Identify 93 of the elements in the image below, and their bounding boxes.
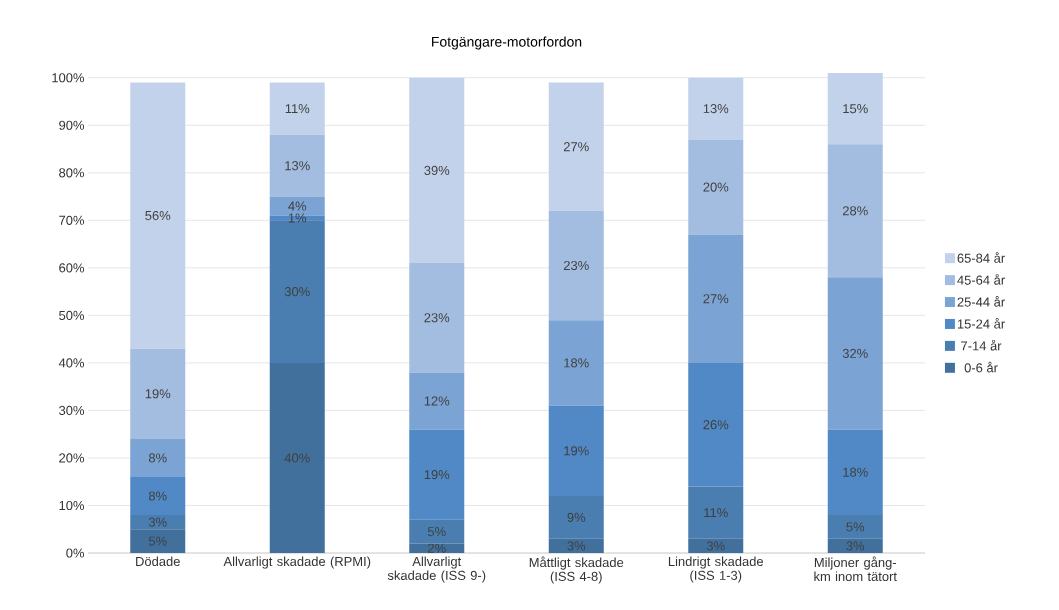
data-label: 27% (703, 294, 729, 304)
bar (130, 82, 186, 349)
data-label: 5% (148, 536, 167, 546)
x-tick-label: Miljoner gång-km inom tätort (814, 556, 897, 582)
data-label: 8% (148, 491, 167, 501)
y-tick-label: 80% (59, 168, 85, 178)
data-label: 12% (424, 396, 450, 406)
bar (688, 77, 744, 140)
data-label: 19% (145, 389, 171, 399)
y-tick-label: 30% (59, 405, 85, 416)
data-label: 27% (563, 142, 589, 152)
data-label: 11% (285, 104, 310, 114)
legend-label: 25-44 år (957, 296, 1005, 307)
data-label: 23% (563, 260, 589, 271)
bar (409, 543, 465, 553)
y-tick-label: 0% (66, 548, 85, 558)
data-label: 4% (288, 201, 307, 211)
data-label: 3% (567, 541, 586, 551)
bar (130, 476, 186, 515)
bar (548, 495, 604, 539)
data-label: 1% (288, 213, 307, 223)
data-label: 11% (704, 508, 728, 518)
bar (548, 538, 604, 553)
data-label: 56% (145, 210, 171, 221)
bar (688, 362, 744, 487)
data-label: 39% (424, 165, 450, 176)
data-label: 18% (564, 358, 589, 368)
y-tick-label: 50% (59, 310, 85, 320)
legend-label: 15-24 år (957, 317, 1005, 329)
bar (827, 144, 883, 278)
data-label: 23% (424, 313, 450, 323)
bar (827, 538, 883, 553)
y-tick-label: 60% (59, 263, 85, 273)
data-label: 13% (703, 104, 729, 114)
data-label: 3% (706, 541, 725, 551)
bar (269, 82, 325, 135)
y-tick-label: 40% (58, 358, 85, 368)
bar (688, 234, 744, 363)
bar (130, 529, 186, 553)
chart-title: Fotgängare-motorfordon (432, 36, 582, 50)
data-label: 32% (842, 348, 868, 358)
data-label: 19% (424, 470, 450, 480)
bar (409, 519, 465, 544)
bar (269, 362, 325, 553)
y-tick-label: 100% (52, 73, 85, 83)
bar (130, 348, 186, 439)
data-label: 15% (843, 104, 868, 114)
data-label: 30% (284, 287, 310, 297)
bar (548, 82, 604, 211)
data-label: 19% (564, 446, 589, 456)
x-tick-label: Allvarligt skadade (ISS 9-) (387, 556, 486, 583)
y-tick-label: 10% (59, 500, 85, 511)
y-tick-label: 20% (59, 453, 85, 463)
data-label: 8% (148, 453, 167, 463)
bar (409, 372, 465, 430)
bar (688, 486, 744, 539)
data-label: 2% (428, 543, 446, 553)
bar (688, 139, 744, 235)
legend-label: 0-6 år (964, 361, 998, 373)
data-label: 5% (427, 527, 446, 537)
x-tick-label: Lindrigt skadade (ISS 1-3) (668, 556, 764, 583)
legend-label: 65-84 år (957, 252, 1005, 263)
bar (269, 134, 325, 197)
bar (688, 538, 744, 553)
data-label: 20% (703, 182, 729, 192)
bar (548, 405, 604, 496)
bar (409, 77, 465, 264)
data-label: 40% (284, 453, 310, 463)
bar (548, 210, 604, 321)
y-tick-label: 90% (59, 120, 85, 130)
bar (827, 429, 883, 515)
data-label: 28% (842, 206, 868, 216)
data-label: 13% (285, 161, 310, 171)
data-label: 26% (703, 420, 729, 430)
bar (827, 72, 883, 145)
y-tick-label: 70% (59, 215, 85, 225)
bar (548, 320, 604, 406)
x-tick-label: Allvarligt skadade (RPMI) (223, 556, 371, 569)
data-label: 3% (846, 541, 865, 551)
bar (130, 514, 186, 530)
bar (130, 438, 186, 477)
data-label: 9% (567, 512, 586, 522)
data-label: 5% (846, 522, 865, 532)
x-tick-label: Dödade (136, 556, 180, 567)
bar (827, 514, 883, 539)
bar (827, 277, 883, 430)
data-label: 18% (843, 467, 868, 477)
legend-label: 45-64 år (957, 274, 1005, 285)
data-label: 3% (148, 517, 167, 527)
bar (409, 429, 465, 520)
x-tick-label: Måttligt skadade (ISS 4-8) (529, 556, 624, 584)
legend-label: 7-14 år (961, 339, 1002, 351)
bar (409, 263, 465, 373)
